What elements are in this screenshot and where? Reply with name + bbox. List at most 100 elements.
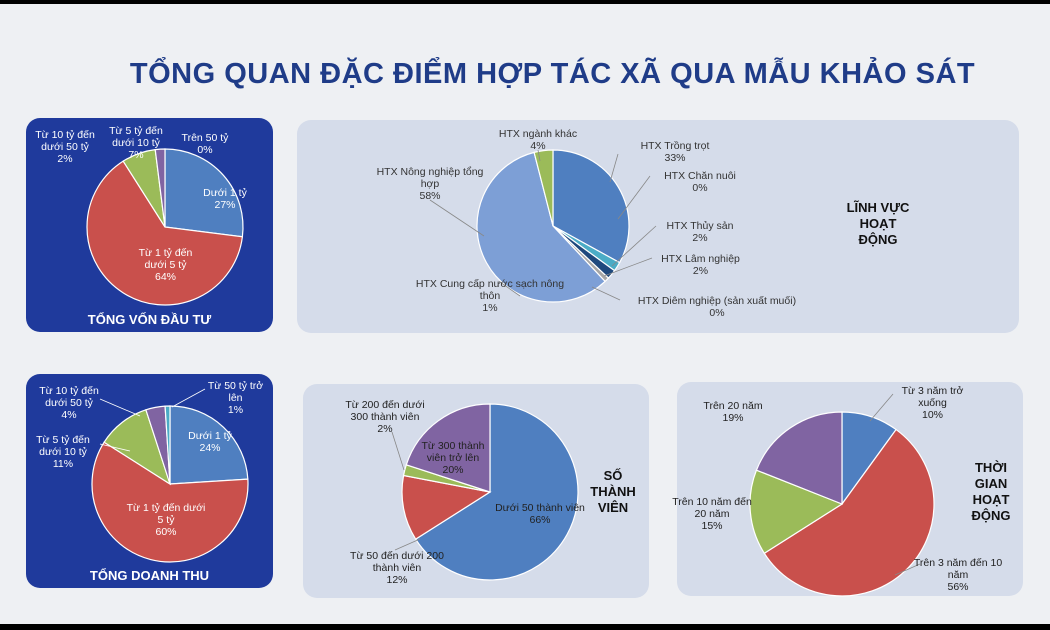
pie5-label-0: Từ 3 năm trở xuống 10% <box>890 385 975 421</box>
pie3-label-2: Từ 5 tỷ đến dưới 10 tỷ 11% <box>28 434 98 470</box>
pie3-label-3-pct: 4% <box>61 409 77 421</box>
pie3-label-1-pct: 60% <box>155 526 177 538</box>
pie2-label-7-pct: 4% <box>530 140 546 152</box>
pie5-label-0-name: Từ 3 năm trở xuống <box>901 385 964 409</box>
pie2-label-1-pct: 0% <box>692 182 708 194</box>
pie4-slice-0 <box>414 403 579 581</box>
pie2-leader-0 <box>609 153 619 183</box>
pie4-label-0-name: Dưới 50 thành viên <box>495 502 585 514</box>
pie2-label-6: HTX Nông nghiệp tổng hợp 58% <box>375 166 485 202</box>
pie2-slice-6 <box>476 151 606 303</box>
pie1-slice-3 <box>154 148 166 228</box>
pie1-label-0-pct: 27% <box>214 199 236 211</box>
pie5-label-1-pct: 56% <box>947 581 969 593</box>
pie1-label-0-name: Dưới 1 tỷ <box>203 187 247 199</box>
pie2-label-2-name: HTX Thủy sản <box>666 220 734 232</box>
pie2-label-2: HTX Thủy sản 2% <box>655 220 745 244</box>
pie-charts-svg <box>86 148 935 597</box>
pie4-label-2: Từ 200 đến dưới 300 thành viên 2% <box>345 399 425 435</box>
pie3-label-3-name: Từ 10 tỷ đến dưới 50 tỷ <box>39 385 99 409</box>
pie2-leader-6 <box>429 199 485 237</box>
pie3-label-3: Từ 10 tỷ đến dưới 50 tỷ 4% <box>34 385 104 421</box>
pie-title-thoi-gian-text: THỜI GIAN HOẠT ĐỘNG <box>971 460 1011 523</box>
panel-linh-vuc: LĨNH VỰC HOẠT ĐỘNG <box>297 120 1019 333</box>
pie5-slice-2 <box>749 469 844 555</box>
pie1-label-3: Từ 10 tỷ đến dưới 50 tỷ 2% <box>30 129 100 165</box>
bottom-black-bar <box>0 624 1050 630</box>
pie2-leader-2 <box>611 225 657 267</box>
pie5-slice-3 <box>755 411 843 505</box>
pie5-label-3-name: Trên 20 năm <box>703 400 763 412</box>
pie2-leader-5 <box>499 281 521 297</box>
pie4-leader-0 <box>391 431 405 471</box>
pie5-label-0-pct: 10% <box>921 409 943 421</box>
pie5-leader-0 <box>869 393 894 422</box>
pie1-label-1-pct: 64% <box>154 271 176 283</box>
pie2-label-1: HTX Chăn nuôi 0% <box>655 170 745 194</box>
top-black-bar <box>0 0 1050 4</box>
pie3-label-2-name: Từ 5 tỷ đến dưới 10 tỷ <box>36 434 90 458</box>
pie3-leader-1 <box>99 443 131 452</box>
pie4-label-3-pct: 20% <box>442 464 464 476</box>
pie-title-thanh-vien-text: SỐ THÀNH VIÊN <box>590 468 636 515</box>
pie3-slice-0 <box>169 405 249 485</box>
pie2-label-0: HTX Trồng trọt 33% <box>630 140 720 164</box>
pie4-slice-1 <box>401 474 492 540</box>
pie1-label-3-name: Từ 10 tỷ đến dưới 50 tỷ <box>35 129 95 153</box>
pie5-label-2: Trên 10 năm đến 20 năm 15% <box>672 496 752 532</box>
pie2-label-5: HTX Cung cấp nước sạch nông thôn 1% <box>415 278 565 314</box>
pie2-label-3: HTX Lâm nghiệp 2% <box>648 253 753 277</box>
pie2-label-4: HTX Diêm nghiệp (sản xuất muối) 0% <box>617 295 817 319</box>
pie1-slice-0 <box>164 148 244 238</box>
pie2-leader-3 <box>603 257 653 277</box>
pie1-slice-1 <box>86 160 244 306</box>
pie4-label-0: Dưới 50 thành viên 66% <box>490 502 590 526</box>
pie3-leader-2 <box>99 398 141 417</box>
pie1-label-2-pct: 7% <box>128 149 144 161</box>
slide: TỔNG QUAN ĐẶC ĐIỂM HỢP TÁC XÃ QUA MẪU KH… <box>0 4 1050 624</box>
pie4-label-1-name: Từ 50 đến dưới 200 thành viên <box>350 550 444 574</box>
pie4-slice-3 <box>405 403 491 493</box>
pie3-label-4: Từ 50 tỷ trở lên 1% <box>203 380 268 416</box>
pie2-leader-1 <box>617 175 651 220</box>
pie1-label-4: Trên 50 tỷ 0% <box>175 132 235 156</box>
pie2-label-5-name: HTX Cung cấp nước sạch nông thôn <box>415 278 565 302</box>
pie2-label-7: HTX ngành khác 4% <box>483 128 593 152</box>
pie1-label-1-name: Từ 1 tỷ đến dưới 5 tỷ <box>138 247 193 271</box>
pie2-label-6-pct: 58% <box>419 190 441 202</box>
pie2-leader-7 <box>537 149 541 162</box>
pie3-label-2-pct: 11% <box>52 458 74 470</box>
pie2-leader-4 <box>591 286 621 301</box>
pie2-label-3-name: HTX Lâm nghiệp <box>661 253 740 265</box>
pie5-label-3: Trên 20 năm 19% <box>698 400 768 424</box>
pie3-slice-4 <box>164 405 171 485</box>
pie5-label-1-name: Trên 3 năm đến 10 năm <box>913 557 1003 581</box>
pie2-label-4-name: HTX Diêm nghiệp (sản xuất muối) <box>637 295 797 307</box>
pie3-label-1-name: Từ 1 tỷ đến dưới 5 tỷ <box>126 502 206 526</box>
pie4-label-1-pct: 12% <box>386 574 408 586</box>
pie2-label-1-name: HTX Chăn nuôi <box>664 170 736 182</box>
pie3-label-4-pct: 1% <box>227 404 244 416</box>
pie2-label-0-pct: 33% <box>664 152 686 164</box>
pie5-label-3-pct: 19% <box>722 412 744 424</box>
pie1-label-2-name: Từ 5 tỷ đến dưới 10 tỷ <box>109 125 163 149</box>
pie-title-tong-von: TỔNG VỐN ĐẦU TƯ <box>87 312 212 327</box>
pie4-label-3-name: Từ 300 thành viên trở lên <box>421 440 485 464</box>
pie2-slice-0 <box>552 149 630 264</box>
pie4-leader-1 <box>394 538 421 551</box>
pie2-label-7-name: HTX ngành khác <box>498 128 578 140</box>
pie1-label-1: Từ 1 tỷ đến dưới 5 tỷ 64% <box>128 247 203 283</box>
pie-title-thanh-vien: SỐ THÀNH VIÊN <box>585 468 641 516</box>
pie3-label-0-pct: 24% <box>199 442 221 454</box>
pie5-label-2-name: Trên 10 năm đến 20 năm <box>672 496 752 520</box>
pie1-label-4-pct: 0% <box>197 144 213 156</box>
pie-title-linh-vuc: LĨNH VỰC HOẠT ĐỘNG <box>823 200 933 248</box>
pie2-slice-7 <box>533 149 554 227</box>
pie1-label-4-name: Trên 50 tỷ <box>181 132 229 144</box>
pie3-label-4-name: Từ 50 tỷ trở lên <box>207 380 264 404</box>
pie2-label-5-pct: 1% <box>482 302 498 314</box>
pie4-label-2-name: Từ 200 đến dưới 300 thành viên <box>345 399 425 423</box>
pie4-label-2-pct: 2% <box>377 423 393 435</box>
pie1-label-3-pct: 2% <box>57 153 73 165</box>
pie4-label-0-pct: 66% <box>529 514 551 526</box>
